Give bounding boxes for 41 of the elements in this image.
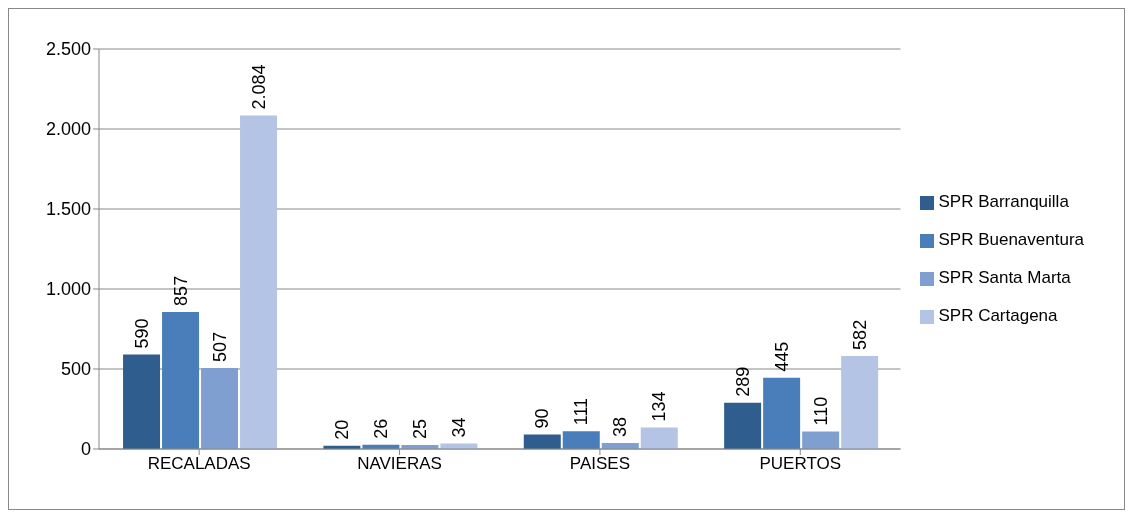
legend-label: SPR Santa Marta [938, 268, 1071, 287]
data-label: 507 [209, 331, 230, 362]
data-label: 25 [409, 418, 430, 439]
bar [841, 355, 879, 449]
bar [123, 354, 161, 449]
bar [162, 311, 200, 449]
data-label: 110 [810, 396, 831, 426]
data-label: 289 [732, 366, 753, 397]
data-label: 2.084 [248, 64, 269, 110]
data-label: 38 [610, 416, 631, 437]
bar [562, 431, 600, 449]
data-label: 34 [448, 417, 469, 438]
bar [240, 115, 278, 449]
data-label: 590 [131, 318, 152, 349]
data-label: 26 [370, 418, 391, 439]
data-label: 111 [571, 397, 592, 426]
y-tick-label: 0 [80, 439, 91, 460]
y-tick-label: 2.000 [45, 119, 91, 140]
data-label: 582 [849, 319, 870, 350]
data-label: 857 [170, 275, 191, 306]
data-label: 20 [331, 419, 352, 440]
bar [724, 402, 762, 449]
y-tick-label: 1.000 [45, 279, 91, 300]
bar [201, 367, 239, 449]
x-tick-label: PAISES [569, 454, 630, 474]
bar [640, 427, 678, 449]
bar [523, 434, 561, 449]
data-label: 134 [649, 391, 670, 422]
x-tick-label: NAVIERAS [357, 454, 442, 474]
bar [802, 431, 840, 449]
legend-label: SPR Buenaventura [938, 230, 1084, 249]
bar [763, 377, 801, 449]
y-tick-label: 2.500 [45, 39, 91, 60]
y-tick-label: 500 [60, 359, 91, 380]
x-tick-label: PUERTOS [759, 454, 842, 474]
legend-label: SPR Barranquilla [938, 192, 1069, 211]
legend-label: SPR Cartagena [938, 306, 1058, 325]
x-tick-label: RECALADAS [147, 454, 251, 474]
y-tick-label: 1.500 [45, 199, 91, 220]
data-label: 445 [771, 341, 792, 372]
data-label: 90 [532, 408, 553, 429]
